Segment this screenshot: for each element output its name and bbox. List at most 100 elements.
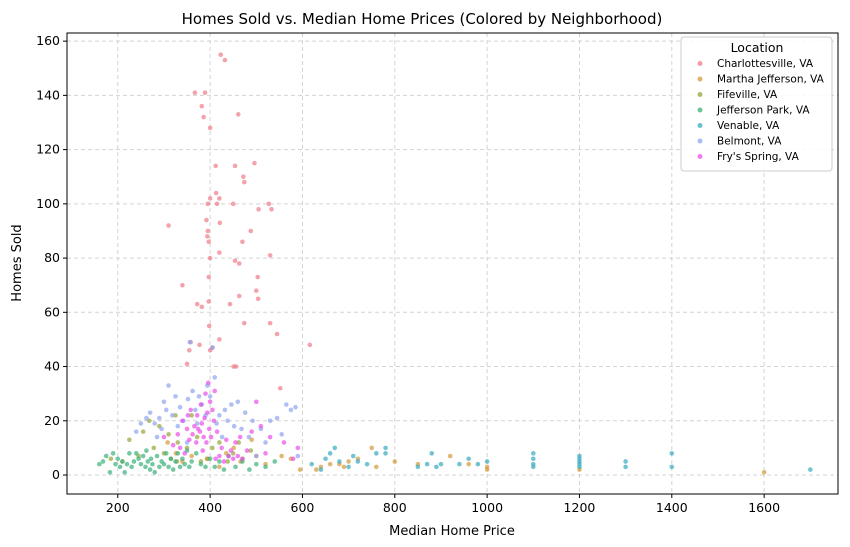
data-point: [173, 413, 178, 418]
legend-title: Location: [731, 40, 784, 55]
data-point: [255, 274, 260, 280]
data-point: [232, 258, 238, 264]
data-point: [175, 451, 181, 456]
data-point: [327, 451, 333, 456]
data-point: [133, 429, 139, 434]
data-point: [205, 228, 211, 234]
data-point: [217, 459, 222, 464]
data-point: [242, 410, 248, 415]
data-point: [161, 399, 167, 405]
data-point: [194, 434, 200, 440]
data-point: [263, 464, 268, 470]
data-point: [157, 464, 162, 470]
data-point: [327, 461, 333, 467]
data-point: [159, 426, 164, 432]
series-5: [133, 339, 301, 459]
data-point: [212, 464, 218, 470]
legend-marker: [697, 154, 703, 159]
data-point: [143, 464, 148, 470]
data-point: [187, 464, 192, 470]
x-tick-label: 600: [291, 500, 315, 515]
data-point: [230, 201, 236, 207]
data-point: [206, 426, 212, 432]
data-point: [193, 440, 199, 445]
data-point: [239, 426, 244, 432]
y-tick-label: 20: [44, 413, 60, 428]
legend-marker: [697, 61, 703, 66]
data-point: [281, 440, 287, 445]
data-point: [206, 299, 212, 304]
data-point: [173, 394, 178, 399]
x-tick-label: 200: [106, 500, 130, 515]
data-point: [222, 407, 228, 413]
data-point: [229, 402, 234, 407]
data-point: [147, 467, 153, 472]
data-point: [175, 432, 181, 437]
data-point: [129, 464, 134, 470]
data-point: [350, 453, 356, 459]
data-point: [415, 464, 421, 470]
x-tick-label: 1200: [564, 500, 596, 515]
x-axis-ticks: 200 400 600 800 1000 1200 1400 1600: [106, 494, 780, 515]
data-point: [484, 467, 490, 472]
data-point: [166, 464, 171, 470]
data-point: [219, 434, 225, 440]
data-point: [217, 337, 222, 342]
data-point: [180, 418, 185, 424]
legend-marker: [697, 123, 703, 128]
data-point: [210, 407, 215, 413]
x-tick-label: 400: [198, 500, 222, 515]
legend-marker: [697, 107, 703, 113]
data-point: [307, 342, 313, 348]
data-point: [194, 301, 200, 307]
data-point: [190, 388, 195, 394]
data-point: [669, 464, 675, 470]
data-point: [267, 320, 273, 326]
data-point: [249, 429, 254, 434]
data-point: [192, 90, 198, 95]
data-point: [337, 459, 342, 464]
y-axis-label: Homes Sold: [10, 224, 25, 301]
data-point: [197, 342, 202, 348]
data-point: [193, 407, 198, 413]
x-tick-label: 1600: [748, 500, 780, 515]
data-point: [133, 451, 139, 456]
data-point: [253, 288, 259, 293]
data-point: [200, 448, 206, 453]
data-point: [147, 410, 153, 415]
data-point: [761, 470, 767, 475]
data-point: [148, 456, 154, 462]
data-point: [225, 459, 230, 464]
data-point: [237, 434, 243, 440]
data-point: [253, 461, 259, 467]
data-point: [263, 451, 268, 456]
data-point: [189, 459, 194, 464]
legend-label: Charlottesville, VA: [717, 58, 814, 70]
data-point: [253, 399, 259, 405]
data-point: [290, 456, 296, 462]
data-point: [269, 206, 274, 212]
data-point: [807, 467, 813, 472]
data-point: [193, 451, 199, 456]
data-point: [314, 467, 319, 472]
data-point: [175, 423, 181, 429]
data-point: [122, 470, 128, 475]
data-point: [182, 461, 188, 467]
series-0: [166, 52, 313, 391]
data-point: [210, 345, 215, 350]
data-point: [221, 467, 227, 472]
data-point: [466, 456, 471, 462]
data-point: [530, 464, 536, 470]
data-point: [577, 464, 582, 470]
data-point: [161, 434, 167, 440]
data-point: [232, 163, 238, 169]
data-point: [199, 421, 205, 426]
data-point: [221, 459, 227, 464]
data-point: [152, 421, 158, 426]
data-point: [255, 296, 261, 302]
y-tick-label: 100: [36, 196, 60, 211]
data-point: [97, 461, 102, 467]
data-point: [429, 451, 435, 456]
legend-marker: [697, 92, 703, 97]
